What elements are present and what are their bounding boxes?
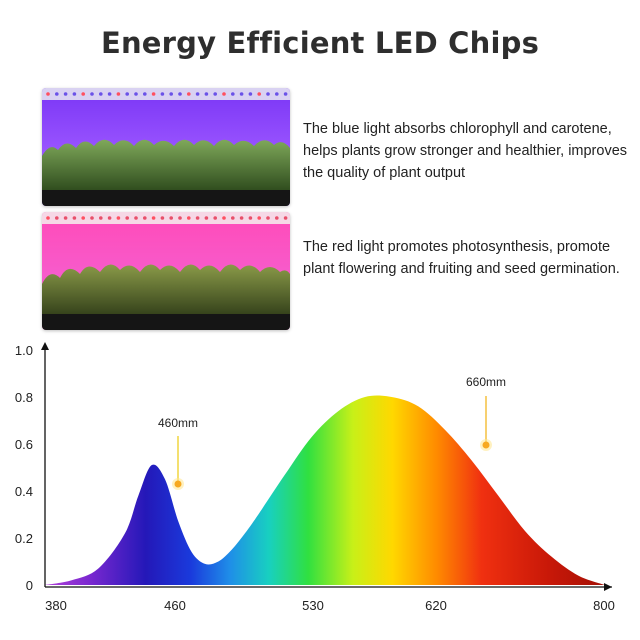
led-chip — [90, 216, 94, 220]
led-chip — [63, 92, 68, 96]
led-chip — [178, 92, 182, 96]
blue-light-plant-photo — [42, 88, 290, 206]
y-tick-label: 0.4 — [15, 484, 33, 499]
led-chip — [160, 216, 165, 220]
led-chip — [134, 216, 138, 220]
y-tick-label: 1.0 — [15, 343, 33, 358]
led-chip — [283, 216, 288, 220]
led-chip — [257, 92, 261, 96]
led-chip — [248, 216, 253, 220]
led-chip — [222, 92, 226, 96]
led-chip — [195, 216, 200, 220]
led-chip — [151, 92, 156, 96]
led-chip — [231, 216, 235, 220]
led-chip — [239, 92, 244, 96]
led-chip — [195, 92, 200, 96]
y-tick-label: 0.8 — [15, 390, 33, 405]
led-chip — [275, 92, 279, 96]
led-chip — [125, 216, 129, 220]
led-chip — [160, 92, 165, 96]
led-chip — [46, 216, 50, 220]
led-chip — [55, 216, 59, 220]
led-chip — [283, 92, 288, 96]
x-tick-label: 460 — [164, 598, 186, 613]
led-chip — [239, 216, 244, 220]
y-tick-label: 0.6 — [15, 437, 33, 452]
led-chip — [231, 92, 235, 96]
led-chip — [275, 216, 279, 220]
peak-label: 460mm — [158, 416, 198, 430]
page-title: Energy Efficient LED Chips — [100, 26, 540, 60]
led-chip — [213, 216, 217, 220]
spectrum-area — [45, 395, 605, 585]
peak-marker-dot — [174, 480, 182, 488]
led-chip — [107, 216, 112, 220]
led-chip — [63, 216, 68, 220]
x-tick-label: 380 — [45, 598, 67, 613]
led-chip — [187, 92, 191, 96]
x-tick-label: 530 — [302, 598, 324, 613]
red-light-plant-photo — [42, 212, 290, 330]
led-chip — [72, 216, 77, 220]
led-chip — [257, 216, 261, 220]
x-axis-arrow — [604, 583, 612, 591]
led-chip — [107, 92, 112, 96]
led-chip — [204, 216, 209, 220]
red-light-description: The red light promotes photosynthesis, p… — [303, 239, 620, 277]
led-chip — [125, 92, 129, 96]
led-chip — [55, 92, 59, 96]
led-chip — [266, 92, 270, 96]
led-chip — [143, 216, 147, 220]
led-chip — [151, 216, 156, 220]
led-chip — [46, 92, 50, 96]
led-chip — [187, 216, 191, 220]
led-chip — [81, 92, 85, 96]
peak-marker-dot — [482, 441, 490, 449]
led-chip — [116, 92, 121, 96]
x-tick-label: 800 — [593, 598, 615, 613]
led-chip — [99, 92, 103, 96]
blue-light-description: The blue light absorbs chlorophyll and c… — [303, 121, 628, 181]
led-chip — [116, 216, 121, 220]
led-chip — [99, 216, 103, 220]
led-chip — [213, 92, 217, 96]
led-chip — [143, 92, 147, 96]
led-chip — [134, 92, 138, 96]
led-chip — [90, 92, 94, 96]
peak-label: 660mm — [466, 375, 506, 389]
led-chip — [169, 92, 173, 96]
led-chip — [178, 216, 182, 220]
x-tick-label: 620 — [425, 598, 447, 613]
led-chip — [72, 92, 77, 96]
led-chip — [81, 216, 85, 220]
y-tick-label: 0 — [26, 578, 33, 593]
led-chip — [222, 216, 226, 220]
led-chip — [266, 216, 270, 220]
led-chip — [169, 216, 173, 220]
y-axis-arrow — [41, 342, 49, 350]
y-tick-label: 0.2 — [15, 531, 33, 546]
led-chip — [248, 92, 253, 96]
light-spectrum-chart: 0 0.2 0.4 0.6 0.8 1.0 380 460 530 620 800 460mm 66… — [15, 342, 615, 613]
led-chip — [204, 92, 209, 96]
